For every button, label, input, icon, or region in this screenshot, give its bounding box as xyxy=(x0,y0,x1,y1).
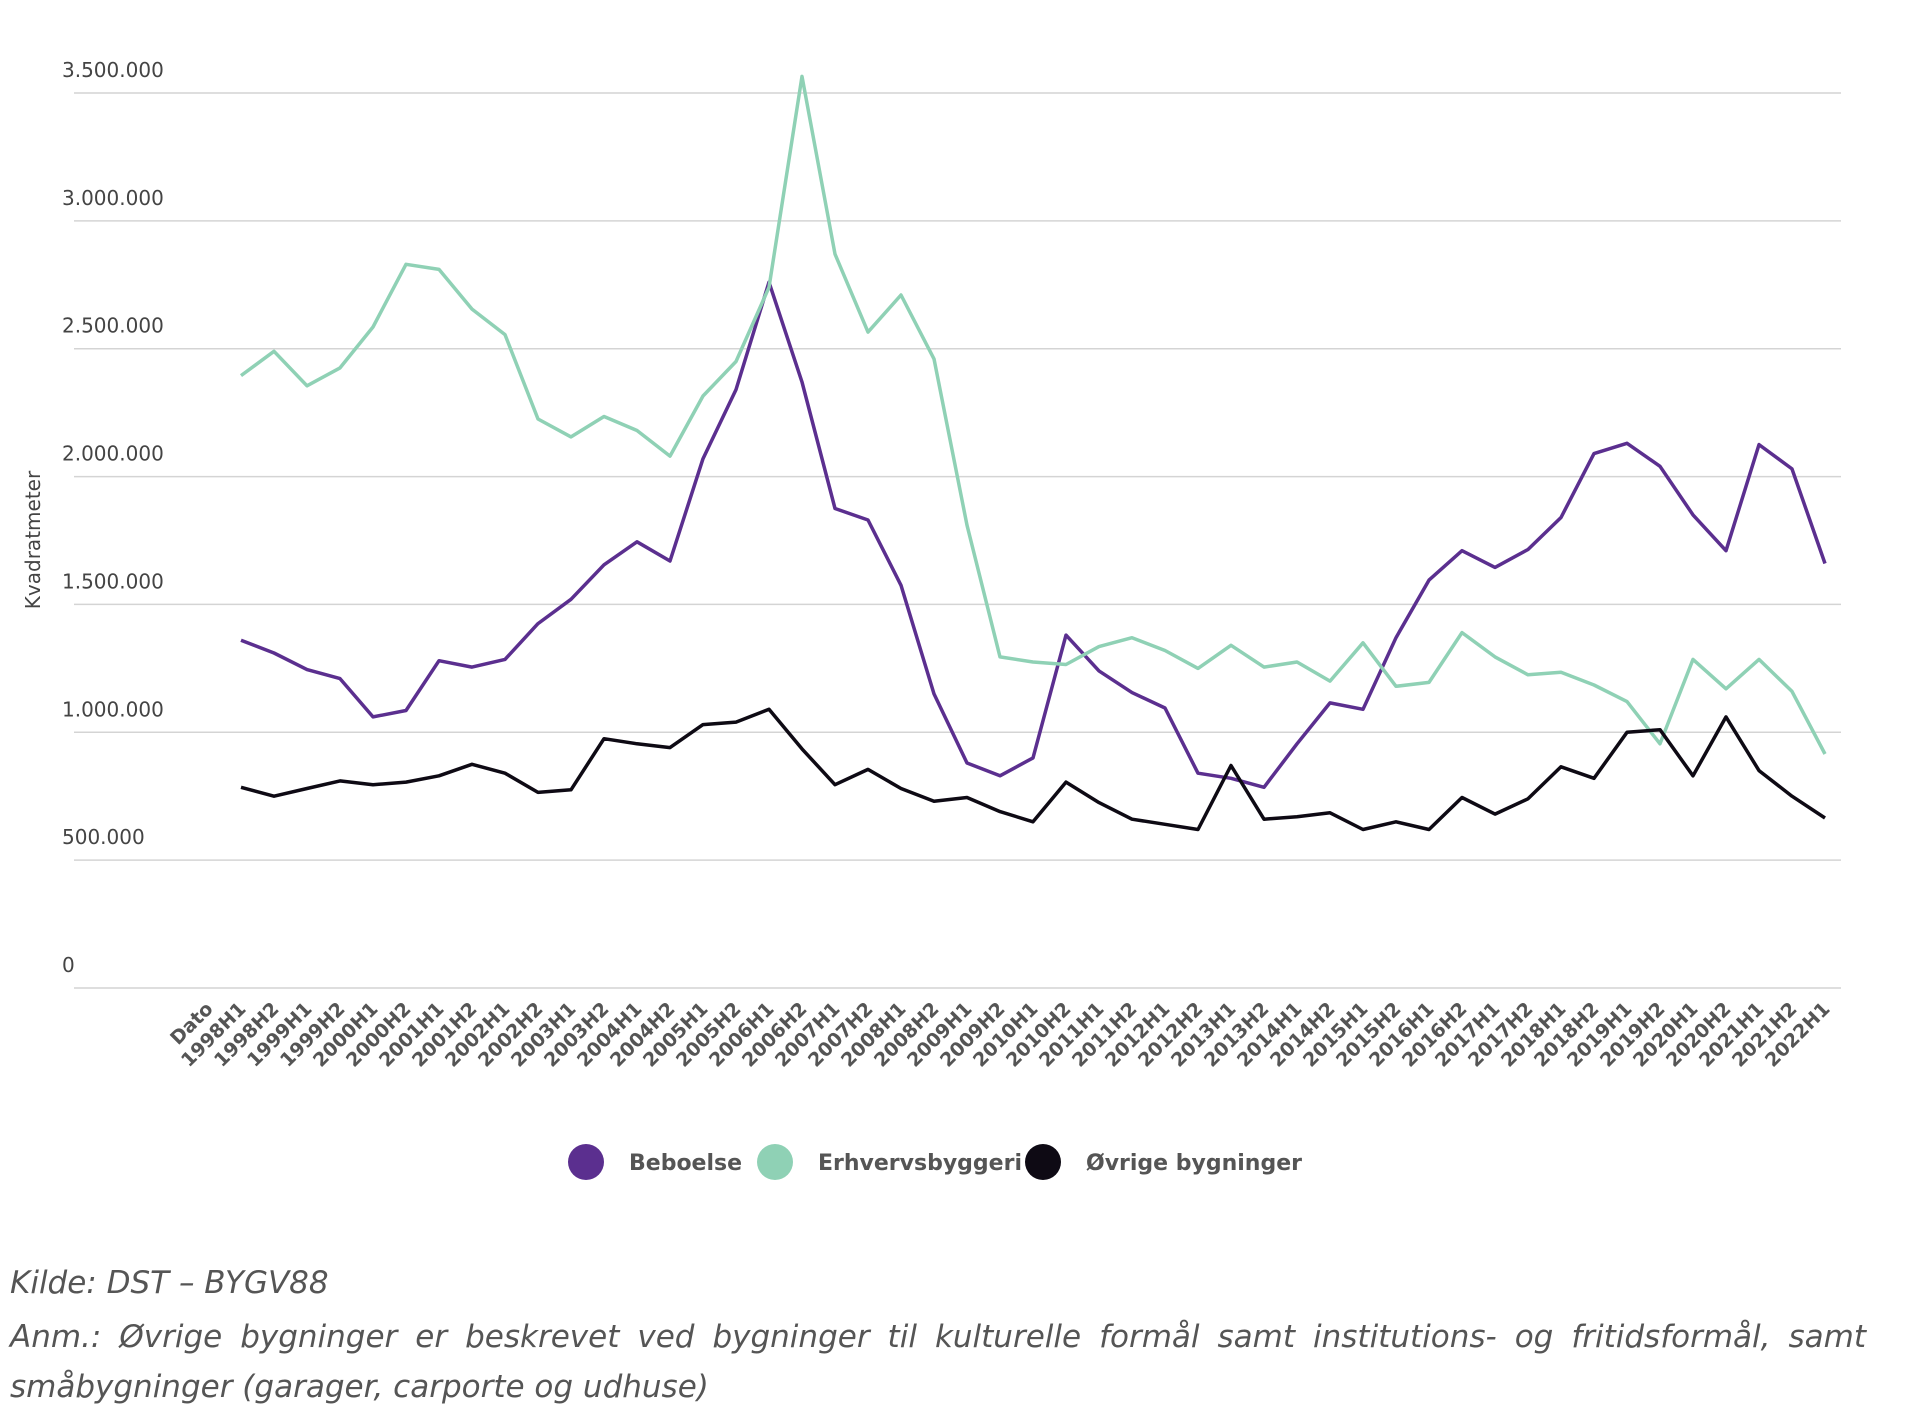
chart: Kvadratmeter 0 500.000 1.000.000 1.500.000 2… xyxy=(21,58,1841,1180)
y-tick-label: 1.500.000 xyxy=(62,569,164,593)
y-tick-label: 2.000.000 xyxy=(62,442,164,466)
y-tick-label: 2.500.000 xyxy=(62,314,164,338)
legend-label: Erhvervsbyggeri xyxy=(818,1151,1022,1176)
y-tick-label: 500.000 xyxy=(62,825,145,849)
legend-marker xyxy=(1025,1144,1061,1180)
y-tick-label: 3.000.000 xyxy=(62,186,164,210)
note: Anm.: Øvrige bygninger er beskrevet ved … xyxy=(10,1319,1866,1405)
y-tick-label: 3.500.000 xyxy=(62,58,164,82)
legend-label: Øvrige bygninger xyxy=(1086,1151,1302,1176)
y-tick-label: 0 xyxy=(62,953,75,977)
y-axis-label: Kvadratmeter xyxy=(21,470,45,609)
series-line xyxy=(240,707,1826,832)
series-line xyxy=(239,74,1827,755)
source: Kilde: DST – BYGV88 xyxy=(10,1265,329,1301)
legend-marker xyxy=(757,1144,793,1180)
y-tick-label: 1.000.000 xyxy=(62,697,164,721)
legend-label: Beboelse xyxy=(629,1151,742,1176)
legend-marker xyxy=(568,1144,604,1180)
series-line xyxy=(240,280,1827,790)
